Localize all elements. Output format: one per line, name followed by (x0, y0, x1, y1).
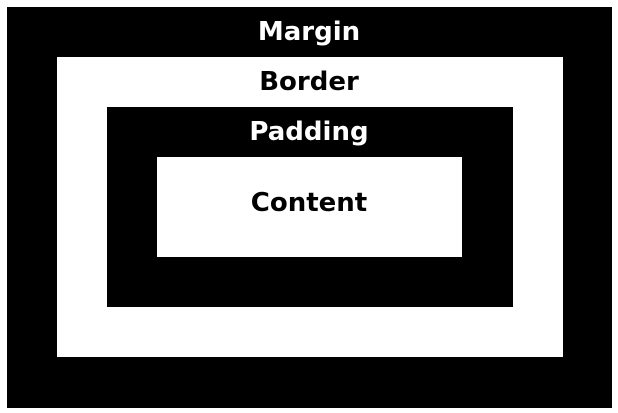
padding-label: Padding (249, 117, 369, 147)
content-label: Content (250, 188, 368, 218)
margin-label: Margin (257, 17, 361, 47)
border-label: Border (259, 67, 359, 97)
content-box (157, 157, 462, 257)
